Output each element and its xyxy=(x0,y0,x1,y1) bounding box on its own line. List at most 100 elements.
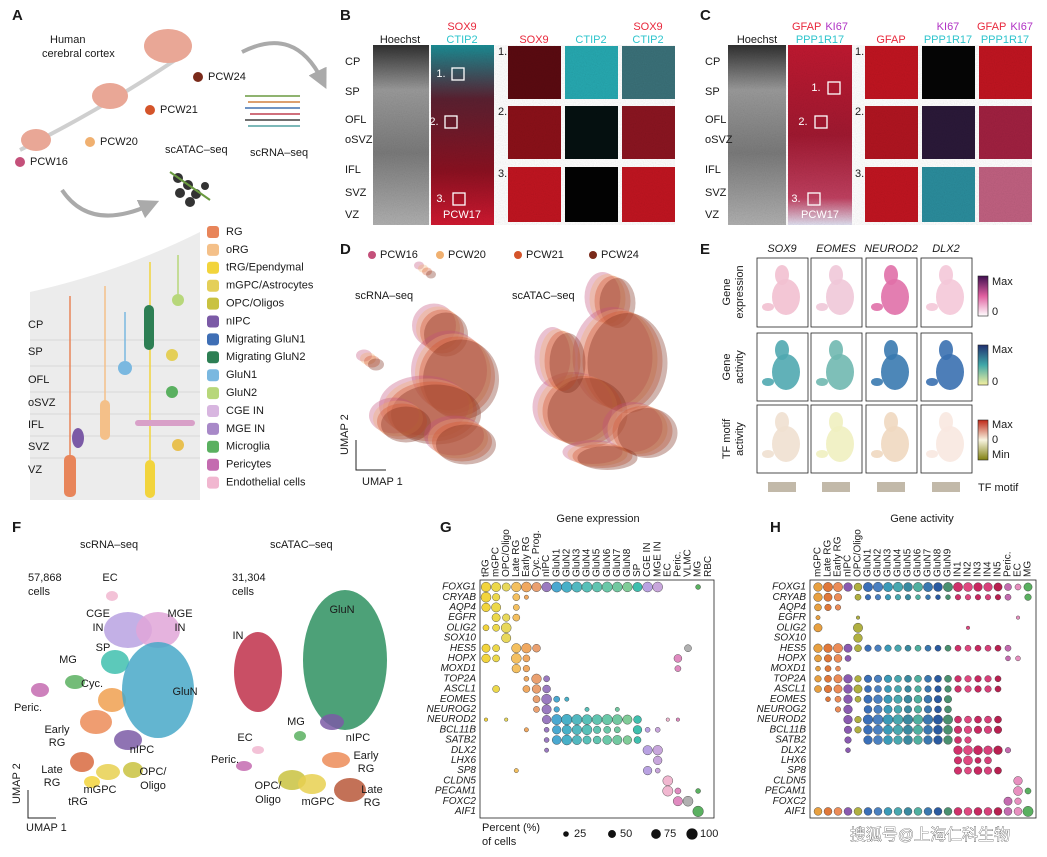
dot xyxy=(592,735,602,745)
dot xyxy=(814,685,822,693)
cell-cloud xyxy=(381,406,431,443)
cell-cloud xyxy=(577,309,658,409)
motif-logo xyxy=(932,482,960,492)
dot xyxy=(903,582,913,592)
dot xyxy=(484,717,488,722)
cell-cloud xyxy=(391,384,481,445)
legend-title: of cells xyxy=(482,836,517,848)
dot xyxy=(1016,615,1020,620)
dot xyxy=(843,684,853,694)
dot xyxy=(943,735,953,745)
dot xyxy=(853,633,863,643)
column-label: GluN4 xyxy=(582,548,593,577)
dot xyxy=(913,735,923,745)
dot xyxy=(492,593,501,602)
cluster-label: MG xyxy=(287,716,305,728)
dot xyxy=(674,665,682,672)
dot xyxy=(500,622,512,634)
expression-map xyxy=(762,450,774,458)
dot xyxy=(480,581,492,593)
dot xyxy=(924,705,932,714)
dot xyxy=(531,582,542,592)
dot xyxy=(835,604,842,611)
cluster-cloud xyxy=(80,710,112,734)
gene-label: EOMES xyxy=(770,694,806,705)
column-label: Late RG xyxy=(823,540,834,577)
size-key xyxy=(651,829,661,839)
dot xyxy=(883,705,893,714)
dot xyxy=(682,795,694,807)
dot xyxy=(612,581,623,593)
column-label: IN3 xyxy=(973,561,984,577)
size-key xyxy=(686,828,698,840)
legend-label: Microglia xyxy=(226,441,271,453)
dot xyxy=(834,695,842,703)
panel-label: C xyxy=(700,7,711,24)
cluster-label: Early xyxy=(353,750,379,762)
cell-cloud xyxy=(549,333,586,393)
expression-map xyxy=(826,279,854,315)
dot xyxy=(561,714,573,726)
dot xyxy=(985,594,992,601)
stain-word: CTIP2 xyxy=(632,34,663,46)
cluster-cloud xyxy=(65,675,85,689)
dot xyxy=(814,654,822,663)
layer-label: CP xyxy=(28,319,43,331)
dot xyxy=(945,594,951,600)
dot xyxy=(892,724,904,735)
dot xyxy=(904,705,912,714)
legend-label: GluN2 xyxy=(226,387,257,399)
size-key xyxy=(563,831,569,837)
dot xyxy=(502,613,511,622)
cluster-cloud xyxy=(96,764,120,780)
dot xyxy=(542,684,551,694)
cluster-cloud xyxy=(334,778,366,802)
dot xyxy=(591,581,603,593)
cluster-cloud xyxy=(322,752,350,768)
stain-word: SOX9 xyxy=(519,34,548,46)
dotplot-frame xyxy=(479,579,715,819)
dot xyxy=(584,707,590,712)
scale-label: 0 xyxy=(992,306,998,318)
dot xyxy=(572,735,582,745)
gene-label: HOPX xyxy=(778,653,807,664)
dot xyxy=(654,767,661,774)
layer-label: SVZ xyxy=(705,187,727,199)
stain-header: PPP1R17 xyxy=(924,34,972,46)
dot xyxy=(553,706,560,713)
dot xyxy=(813,807,823,816)
panel-label: A xyxy=(12,7,23,24)
dot xyxy=(954,644,962,652)
layer-label: SP xyxy=(345,86,360,98)
dot xyxy=(984,685,992,693)
cluster-label: RG xyxy=(358,763,375,775)
dot xyxy=(872,714,884,725)
dot xyxy=(892,581,904,593)
inset-marker: 3. xyxy=(436,193,445,205)
gene-label: LHX6 xyxy=(451,755,476,766)
layer-label: CP xyxy=(345,56,360,68)
dot xyxy=(492,654,500,663)
row-label: Gene xyxy=(721,354,733,381)
column-label: VLMC xyxy=(683,549,694,577)
cluster-cloud xyxy=(31,683,49,697)
legend-label: oRG xyxy=(226,244,249,256)
size-key-label: 25 xyxy=(574,828,586,840)
dot xyxy=(966,625,970,630)
cluster-label: RG xyxy=(49,737,66,749)
dot xyxy=(963,755,973,766)
dot xyxy=(993,807,1003,816)
timepoint-label: PCW20 xyxy=(100,136,138,148)
dot xyxy=(643,766,653,776)
dot xyxy=(482,624,490,632)
dot xyxy=(633,736,642,744)
row-label: expression xyxy=(734,265,746,318)
column-label: EC xyxy=(1013,563,1024,577)
column-label: IN1 xyxy=(953,561,964,577)
chromatin xyxy=(169,171,211,207)
stain-header: CTIP2 xyxy=(446,34,477,46)
gene-label: NEUROG2 xyxy=(427,704,477,715)
dot xyxy=(863,694,873,704)
dot xyxy=(522,665,530,673)
column-label: GluN3 xyxy=(883,548,894,577)
